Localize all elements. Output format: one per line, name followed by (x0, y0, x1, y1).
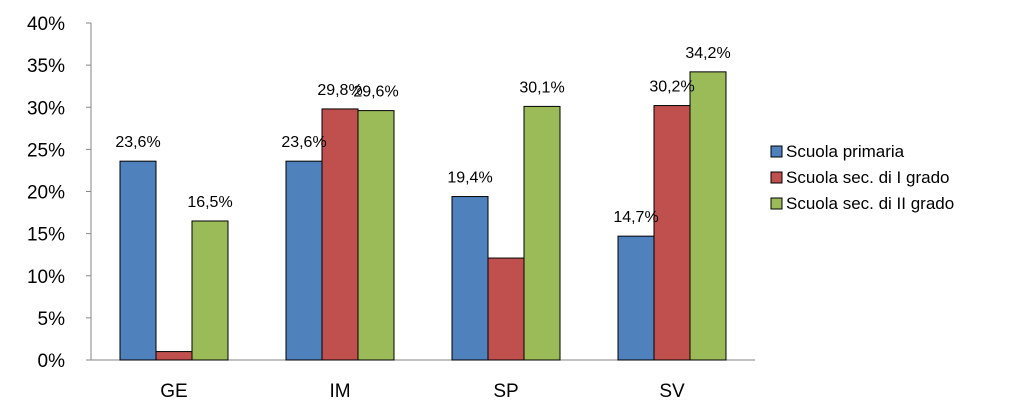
bar-im-series-1 (285, 160, 323, 361)
legend-swatch (770, 197, 783, 210)
bar-sv-series-3 (689, 71, 727, 361)
data-label: 30,2% (649, 79, 694, 96)
y-tick-label: 20% (27, 183, 65, 204)
data-label: 19,4% (447, 170, 492, 187)
bar-sp-series-3 (523, 105, 561, 361)
data-label: 16,5% (187, 194, 232, 211)
data-labels: 23,6% 16,5% 23,6% 29,8%29,6% 19,4% 30,1% 14,7%… (115, 45, 730, 226)
bar-sp-series-1 (451, 196, 489, 361)
y-tick-label: 35% (27, 56, 65, 77)
bars (119, 71, 727, 361)
y-tick-label: 15% (27, 225, 65, 246)
y-tick-label: 40% (27, 14, 65, 35)
bar-sp-series-2 (487, 257, 525, 361)
bar-ge-series-3 (191, 220, 229, 361)
y-tick-label: 0% (38, 351, 66, 372)
legend-swatch (770, 145, 783, 158)
axes: 0% 5% 10% 15% 20% 25% 30% 35% 40% GE IM SP SV (27, 14, 755, 402)
bar-sv-series-2 (653, 105, 691, 361)
legend-swatch (770, 171, 783, 184)
data-label: 30,1% (519, 79, 564, 96)
legend-label: Scuola sec. di II grado (786, 194, 954, 213)
bar-im-series-2 (321, 108, 359, 361)
x-category-label: IM (329, 381, 350, 402)
data-label: 14,7% (613, 209, 658, 226)
legend: Scuola primaria Scuola sec. di I grado Scu… (770, 142, 954, 213)
y-tick-label: 10% (27, 267, 65, 288)
legend-label: Scuola primaria (786, 142, 905, 161)
x-category-label: GE (160, 381, 187, 402)
bar-sv-series-1 (617, 235, 655, 361)
data-label: 29,6% (353, 84, 398, 101)
y-tick-label: 5% (38, 309, 66, 330)
data-label: 34,2% (685, 45, 730, 62)
data-label: 23,6% (115, 134, 160, 151)
x-category-label: SP (493, 381, 518, 402)
bar-im-series-3 (357, 110, 395, 361)
y-tick-label: 25% (27, 140, 65, 161)
bar-ge-series-2 (155, 351, 193, 361)
bar-ge-series-1 (119, 160, 157, 361)
x-category-label: SV (659, 381, 685, 402)
y-tick-label: 30% (27, 98, 65, 119)
legend-label: Scuola sec. di I grado (786, 168, 949, 187)
data-label: 29,8% (317, 82, 362, 99)
data-label: 23,6% (281, 134, 326, 151)
